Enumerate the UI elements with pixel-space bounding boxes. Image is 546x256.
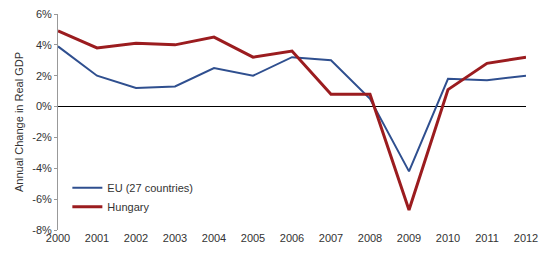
svg-text:-6%: -6%	[32, 193, 52, 205]
svg-text:2000: 2000	[46, 232, 70, 244]
svg-text:2009: 2009	[397, 232, 421, 244]
svg-text:2008: 2008	[358, 232, 382, 244]
svg-text:-8%: -8%	[32, 224, 52, 236]
svg-text:2005: 2005	[241, 232, 265, 244]
svg-text:6%: 6%	[36, 8, 52, 20]
svg-text:2006: 2006	[280, 232, 304, 244]
svg-text:-2%: -2%	[32, 131, 52, 143]
svg-text:2004: 2004	[202, 232, 226, 244]
svg-text:2%: 2%	[36, 70, 52, 82]
svg-text:Hungary: Hungary	[107, 201, 149, 213]
svg-text:2003: 2003	[163, 232, 187, 244]
svg-text:4%: 4%	[36, 39, 52, 51]
svg-text:2012: 2012	[514, 232, 538, 244]
svg-text:EU (27 countries): EU (27 countries)	[107, 182, 193, 194]
svg-text:Annual Change in Real GDP: Annual Change in Real GDP	[13, 52, 25, 192]
svg-text:2007: 2007	[319, 232, 343, 244]
svg-text:2011: 2011	[475, 232, 499, 244]
svg-text:2001: 2001	[85, 232, 109, 244]
svg-text:2002: 2002	[124, 232, 148, 244]
svg-text:2010: 2010	[436, 232, 460, 244]
svg-text:0%: 0%	[36, 100, 52, 112]
svg-text:-4%: -4%	[32, 162, 52, 174]
